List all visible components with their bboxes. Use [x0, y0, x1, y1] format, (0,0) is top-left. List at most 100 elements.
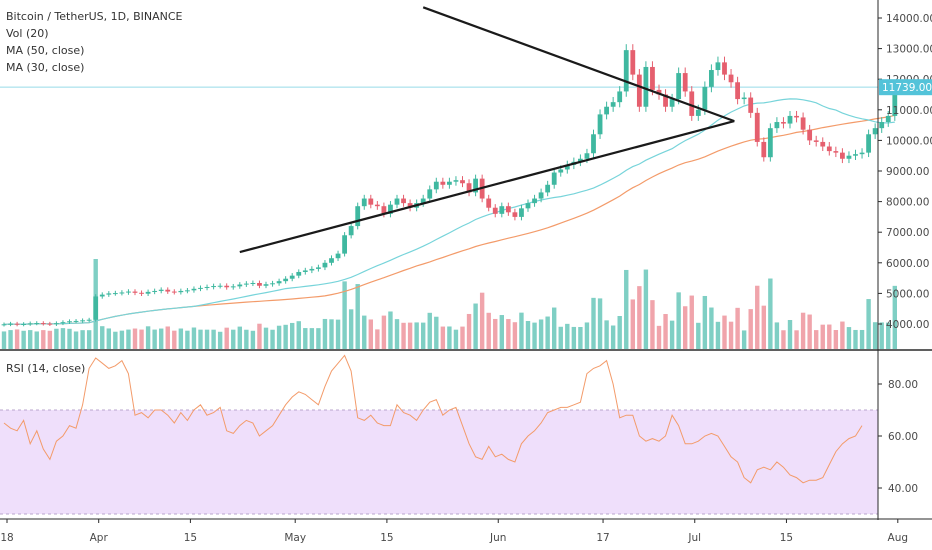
candle-body: [86, 319, 92, 321]
volume-bar: [774, 322, 780, 349]
candle-body: [846, 155, 852, 159]
rsi-indicator-label[interactable]: RSI (14, close): [6, 362, 86, 375]
ma50-indicator-label[interactable]: MA (50, close): [6, 44, 85, 57]
last-price-label: 11739.00: [882, 82, 932, 94]
volume-bar: [178, 328, 184, 349]
volume-bar: [748, 309, 753, 349]
price-axis-tick: 8000.00: [886, 197, 929, 209]
volume-bar: [466, 313, 472, 349]
candle-body: [591, 134, 596, 154]
volume-bar: [316, 328, 321, 349]
volume-bar: [54, 328, 59, 349]
volume-bar: [303, 328, 308, 349]
volume-bar: [14, 329, 20, 349]
time-axis-tick: May: [284, 532, 306, 544]
rsi-axis-tick: 40.00: [888, 483, 918, 495]
volume-bar: [152, 329, 157, 349]
volume-bar: [394, 319, 400, 349]
candle-body: [885, 115, 891, 123]
volume-bar: [276, 325, 282, 349]
volume-bar: [715, 321, 721, 349]
volume-bar: [827, 324, 832, 349]
candle-body: [211, 286, 216, 288]
candle-body: [735, 82, 740, 100]
ma30-line: [3, 98, 895, 325]
ma30-indicator-label[interactable]: MA (30, close): [6, 61, 85, 74]
volume-indicator-label[interactable]: Vol (20): [6, 27, 49, 40]
candle-body: [872, 128, 878, 135]
candle-body: [54, 323, 59, 325]
candle-body: [67, 321, 72, 323]
volume-bar: [486, 312, 491, 349]
candle-body: [440, 181, 446, 185]
volume-bar: [290, 322, 295, 349]
volume-bar: [538, 319, 544, 349]
rsi-axis-tick: 80.00: [888, 379, 918, 391]
volume-bar: [362, 315, 367, 349]
volume-bar: [335, 319, 341, 349]
candle-body: [492, 207, 498, 214]
candle-body: [650, 66, 655, 90]
volume-bar: [100, 326, 105, 349]
candle-body: [636, 74, 642, 107]
volume-bar: [853, 329, 858, 349]
volume-bar: [67, 328, 72, 349]
time-axis-tick: Jul: [687, 532, 701, 544]
symbol-title[interactable]: Bitcoin / TetherUS, 1D, BINANCE: [6, 10, 183, 23]
candle-body: [158, 289, 164, 291]
volume-bar: [119, 330, 125, 349]
candle-body: [859, 152, 865, 155]
upper-trendline: [422, 6, 735, 123]
volume-bar: [86, 330, 92, 349]
candle-body: [689, 91, 695, 116]
candle-body: [761, 141, 767, 158]
volume-bar: [532, 322, 537, 349]
volume-bar: [597, 298, 603, 349]
volume-bar: [479, 292, 485, 349]
volume-bar: [139, 329, 144, 349]
candle-body: [106, 293, 112, 295]
time-axis-tick: 15: [380, 532, 393, 544]
candle-body: [139, 292, 144, 294]
candle-body: [623, 50, 629, 92]
volume-bar: [434, 316, 439, 349]
volume-bar: [859, 329, 865, 349]
candle-body: [401, 198, 406, 204]
candle-body: [145, 291, 151, 294]
price-axis-tick: 7000.00: [886, 227, 929, 239]
volume-bar: [217, 331, 223, 349]
candle-body: [171, 291, 177, 293]
volume-bar: [165, 326, 170, 349]
volume-bar: [512, 322, 518, 349]
time-axis-tick: Aug: [888, 532, 909, 544]
candle-body: [217, 285, 223, 287]
candle-body: [270, 283, 275, 285]
volume-bar: [348, 309, 354, 349]
candle-body: [630, 50, 636, 75]
candle-body: [152, 290, 158, 292]
volume-bar: [28, 330, 33, 349]
candle-body: [381, 206, 387, 214]
volume-bar: [840, 321, 845, 349]
volume-bar: [741, 330, 747, 349]
volume-bar: [421, 322, 426, 349]
volume-bar: [185, 330, 190, 349]
candle-body: [361, 198, 367, 207]
volume-bar: [453, 329, 459, 349]
candle-body: [342, 235, 347, 254]
volume-bar: [506, 319, 511, 349]
candle-body: [551, 172, 557, 185]
candle-body: [813, 140, 819, 142]
candle-body: [237, 284, 243, 287]
candle-body: [60, 322, 66, 324]
volume-bar: [768, 278, 773, 349]
volume-bar: [132, 328, 138, 349]
volume-bar: [329, 319, 334, 349]
volume-bar: [113, 331, 118, 349]
volume-bar: [591, 297, 596, 349]
candle-body: [767, 128, 773, 158]
candle-body: [8, 323, 13, 325]
volume-bar: [1, 331, 7, 349]
